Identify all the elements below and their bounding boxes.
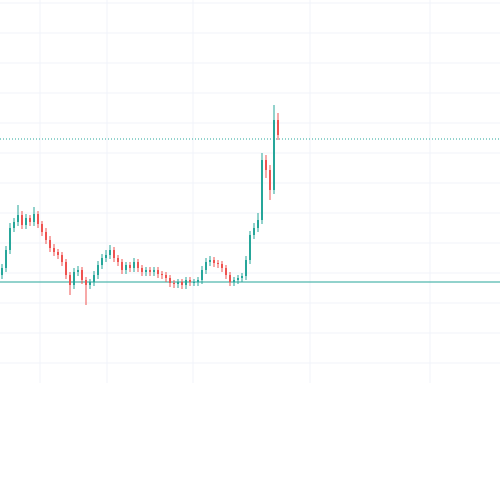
- candle-body: [133, 262, 135, 268]
- candle-body: [65, 262, 67, 275]
- candle-body: [121, 262, 123, 270]
- candle-body: [233, 280, 235, 282]
- candle-body: [177, 282, 179, 284]
- candle-body: [49, 240, 51, 248]
- candle-body: [197, 280, 199, 282]
- candle-body: [13, 222, 15, 228]
- candle-body: [81, 270, 83, 280]
- candle-body: [5, 250, 7, 268]
- candle-body: [33, 214, 35, 222]
- candle-body: [1, 268, 3, 275]
- candle-body: [109, 250, 111, 255]
- candle-body: [73, 272, 75, 285]
- candle-body: [249, 235, 251, 260]
- candle-body: [229, 275, 231, 282]
- candle-body: [169, 278, 171, 283]
- candle-body: [149, 270, 151, 272]
- candle-body: [257, 220, 259, 228]
- candle-body: [97, 265, 99, 275]
- candle-body: [77, 270, 79, 272]
- candle-body: [245, 260, 247, 276]
- candle-body: [145, 270, 147, 272]
- candle-body: [21, 215, 23, 225]
- candle-body: [129, 265, 131, 268]
- candle-body: [161, 274, 163, 275]
- candle-body: [217, 263, 219, 264]
- candle-body: [57, 252, 59, 255]
- candle-body: [141, 268, 143, 272]
- candle-body: [93, 275, 95, 282]
- candle-body: [29, 218, 31, 222]
- candle-body: [237, 278, 239, 280]
- grid: [0, 0, 500, 383]
- candle-body: [157, 270, 159, 274]
- candle-body: [221, 264, 223, 268]
- candle-body: [165, 275, 167, 278]
- candle-body: [241, 276, 243, 278]
- candle-body: [37, 214, 39, 224]
- candle-body: [17, 215, 19, 222]
- candle-body: [69, 275, 71, 285]
- candle-body: [193, 282, 195, 283]
- candle-body: [105, 255, 107, 258]
- candle-body: [205, 262, 207, 270]
- candle-body: [41, 224, 43, 232]
- candle-body: [45, 232, 47, 240]
- candle-body: [117, 258, 119, 262]
- candle-body: [53, 248, 55, 252]
- candle-body: [189, 280, 191, 282]
- candle-body: [153, 270, 155, 272]
- candle-body: [181, 282, 183, 285]
- candle-body: [185, 280, 187, 285]
- candles: [1, 105, 279, 305]
- candle-body: [253, 228, 255, 235]
- price-lines: [0, 138, 500, 283]
- candle-body: [265, 160, 267, 170]
- candle-body: [61, 255, 63, 262]
- candle-body: [261, 160, 263, 220]
- candle-body: [85, 280, 87, 285]
- candle-body: [273, 120, 275, 190]
- candle-body: [9, 228, 11, 250]
- candle-body: [201, 270, 203, 280]
- candle-body: [137, 262, 139, 268]
- candle-body: [269, 170, 271, 190]
- candle-body: [277, 120, 279, 135]
- candle-body: [25, 218, 27, 225]
- candle-body: [101, 258, 103, 265]
- candle-body: [125, 265, 127, 270]
- candle-body: [89, 282, 91, 285]
- candle-body: [173, 283, 175, 284]
- candle-body: [213, 260, 215, 263]
- candle-body: [113, 250, 115, 258]
- candle-body: [209, 260, 211, 262]
- candle-body: [225, 268, 227, 275]
